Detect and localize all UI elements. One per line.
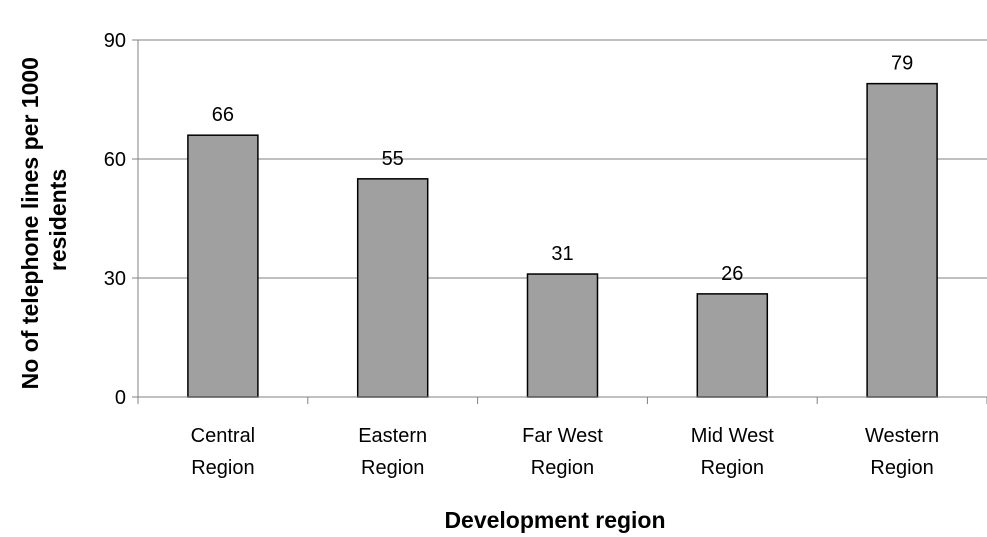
x-axis-title: Development region bbox=[444, 507, 665, 533]
x-tick-label: Mid West Region bbox=[691, 425, 774, 479]
bar bbox=[526, 273, 599, 398]
axes bbox=[132, 39, 987, 404]
x-tick-label: Far West Region bbox=[522, 425, 603, 479]
y-axis-title-line-1: No of telephone lines per 1000 bbox=[17, 57, 43, 389]
data-label: 31 bbox=[551, 243, 573, 265]
data-label: 66 bbox=[212, 104, 234, 126]
data-label: 79 bbox=[891, 53, 913, 75]
y-tick-label: 90 bbox=[104, 30, 126, 52]
data-label: 26 bbox=[721, 263, 743, 285]
bar bbox=[696, 293, 769, 398]
y-tick-label: 60 bbox=[104, 149, 126, 171]
bars bbox=[187, 82, 938, 398]
y-tick-label: 30 bbox=[104, 268, 126, 290]
x-tick-label: Eastern Region bbox=[358, 425, 427, 479]
data-label: 55 bbox=[382, 148, 404, 170]
bar bbox=[356, 178, 429, 398]
y-axis-title: No of telephone lines per 1000 residents bbox=[17, 51, 71, 390]
bar bbox=[187, 134, 259, 398]
x-tick-label: Central Region bbox=[191, 425, 255, 479]
y-axis-title-line-2: residents bbox=[45, 169, 71, 271]
x-tick-label: Western Region bbox=[865, 425, 939, 479]
y-tick-label: 0 bbox=[115, 387, 126, 409]
bar bbox=[866, 82, 938, 398]
labels: 0 30 60 90 66 Central Region 55 Eastern Region 31 F… bbox=[104, 30, 939, 479]
